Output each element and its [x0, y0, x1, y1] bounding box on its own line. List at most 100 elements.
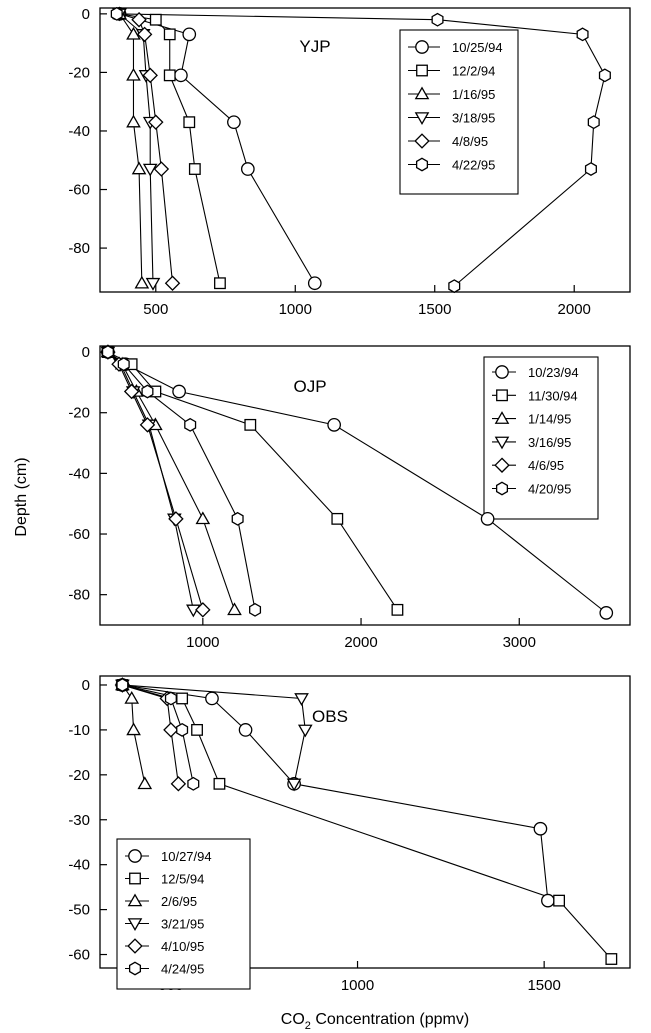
series-1-point: [480, 512, 495, 526]
legend-marker: [414, 133, 430, 149]
series-5-point: [123, 383, 140, 400]
series-4-point: [142, 163, 158, 177]
x-tick-label: 1500: [527, 977, 560, 994]
series-2-point: [213, 777, 226, 790]
series-5-point: [131, 11, 147, 28]
series-2-point: [163, 28, 176, 41]
legend: 10/27/94 12/5/94 2/6/95 3/21/95 4/10/95 4/24/…: [116, 838, 251, 990]
series-1-point: [205, 691, 219, 706]
x-tick-label: 1000: [341, 977, 374, 994]
y-tick-label: -80: [68, 587, 90, 604]
series-3-point: [126, 114, 141, 128]
plot-frame: [99, 675, 631, 969]
series-5-point: [195, 602, 211, 618]
legend-marker: [494, 411, 510, 424]
series-3-point: [126, 67, 141, 81]
series-line-5: [138, 19, 174, 284]
series-6-point: [431, 12, 444, 27]
legend-label: 4/20/95: [528, 482, 571, 497]
series-line-3: [121, 684, 146, 784]
legend-label: 1/16/95: [452, 87, 495, 102]
series-2-point: [191, 723, 203, 736]
x-axis-label-subscript: 2: [305, 1020, 311, 1032]
y-tick-label: 0: [82, 6, 90, 23]
y-tick-label: 0: [82, 677, 90, 694]
legend-label: 3/21/95: [161, 917, 204, 932]
legend-marker: [128, 961, 142, 976]
x-tick-label: 2000: [344, 634, 377, 651]
series-4-point: [294, 693, 309, 706]
series-5-point: [148, 114, 164, 130]
series-2-point: [183, 116, 196, 129]
series-5-point: [170, 776, 187, 792]
series-1-point: [174, 68, 188, 83]
series-5-point: [153, 161, 170, 177]
legend-label: 4/8/95: [452, 134, 488, 149]
series-5-point: [168, 511, 184, 527]
x-tick-label: 1000: [186, 634, 219, 651]
legend-label: 10/23/94: [528, 365, 579, 380]
series-6-point: [141, 384, 154, 399]
plot-frame: [99, 7, 631, 293]
x-tick-label: 1000: [279, 301, 312, 318]
y-tick-label: -20: [68, 405, 90, 422]
series-6-point: [187, 776, 200, 791]
legend-label: 3/18/95: [452, 111, 495, 126]
series-1-point: [327, 417, 341, 432]
series-6-point: [587, 115, 600, 130]
legend: 10/23/94 11/30/94 1/14/95 3/16/95 4/6/95 4/20…: [483, 356, 599, 520]
series-6-point: [249, 602, 262, 617]
x-tick-label: 500: [143, 301, 168, 318]
x-axis-label-rest: Concentration (ppmv): [311, 1011, 469, 1028]
y-axis-label: Depth (cm): [13, 457, 30, 536]
legend-marker: [496, 389, 508, 402]
series-3-point: [124, 690, 140, 704]
legend-label: 3/16/95: [528, 435, 571, 450]
y-tick-label: -20: [68, 64, 90, 81]
legend-marker: [494, 457, 510, 473]
series-2-point: [149, 13, 162, 26]
panel-title: YJP: [299, 37, 330, 56]
series-4-point: [297, 724, 313, 738]
x-tick-label: 3000: [503, 634, 536, 651]
x-tick-label: 1500: [418, 301, 451, 318]
chart-panel-obs: 0-10-20-30-40-50-6050010001500OBS10/27/9…: [68, 675, 631, 994]
series-1-point: [240, 162, 255, 176]
series-6-point: [184, 417, 197, 432]
series-line-1: [122, 684, 549, 901]
series-6-point: [117, 357, 130, 372]
y-tick-label: -80: [68, 240, 90, 257]
y-tick-label: 0: [82, 344, 90, 361]
series-2-point: [553, 894, 566, 907]
series-2-point: [214, 277, 226, 290]
legend-marker: [128, 849, 142, 863]
plot-frame: [99, 345, 631, 626]
y-tick-label: -60: [68, 526, 90, 543]
legend-label: 10/25/94: [452, 40, 503, 55]
panel-title: OBS: [312, 707, 348, 726]
legend-label: 4/24/95: [161, 962, 204, 977]
y-tick-label: -50: [68, 902, 90, 919]
series-6-point: [110, 6, 123, 21]
series-3-point: [227, 602, 242, 616]
legend-marker: [415, 40, 429, 54]
series-2-point: [331, 512, 344, 525]
series-line-2: [119, 13, 221, 284]
series-6-point: [584, 162, 597, 176]
y-tick-label: -40: [68, 123, 90, 140]
series-5-point: [136, 26, 153, 43]
series-3-point: [126, 722, 141, 736]
series-2-point: [391, 603, 404, 616]
y-tick-label: -30: [68, 812, 90, 829]
y-tick-label: -40: [68, 465, 90, 482]
legend-label: 12/5/94: [161, 872, 204, 887]
series-6-point: [576, 27, 589, 42]
legend-label: 4/22/95: [452, 158, 495, 173]
legend-marker: [127, 938, 143, 954]
legend-marker: [414, 112, 430, 126]
y-tick-label: -10: [68, 722, 90, 739]
legend-marker: [129, 872, 141, 885]
legend: 10/25/94 12/2/94 1/16/95 3/18/95 4/8/95 4/22/…: [399, 29, 519, 195]
x-tick-label: 2000: [558, 301, 591, 318]
